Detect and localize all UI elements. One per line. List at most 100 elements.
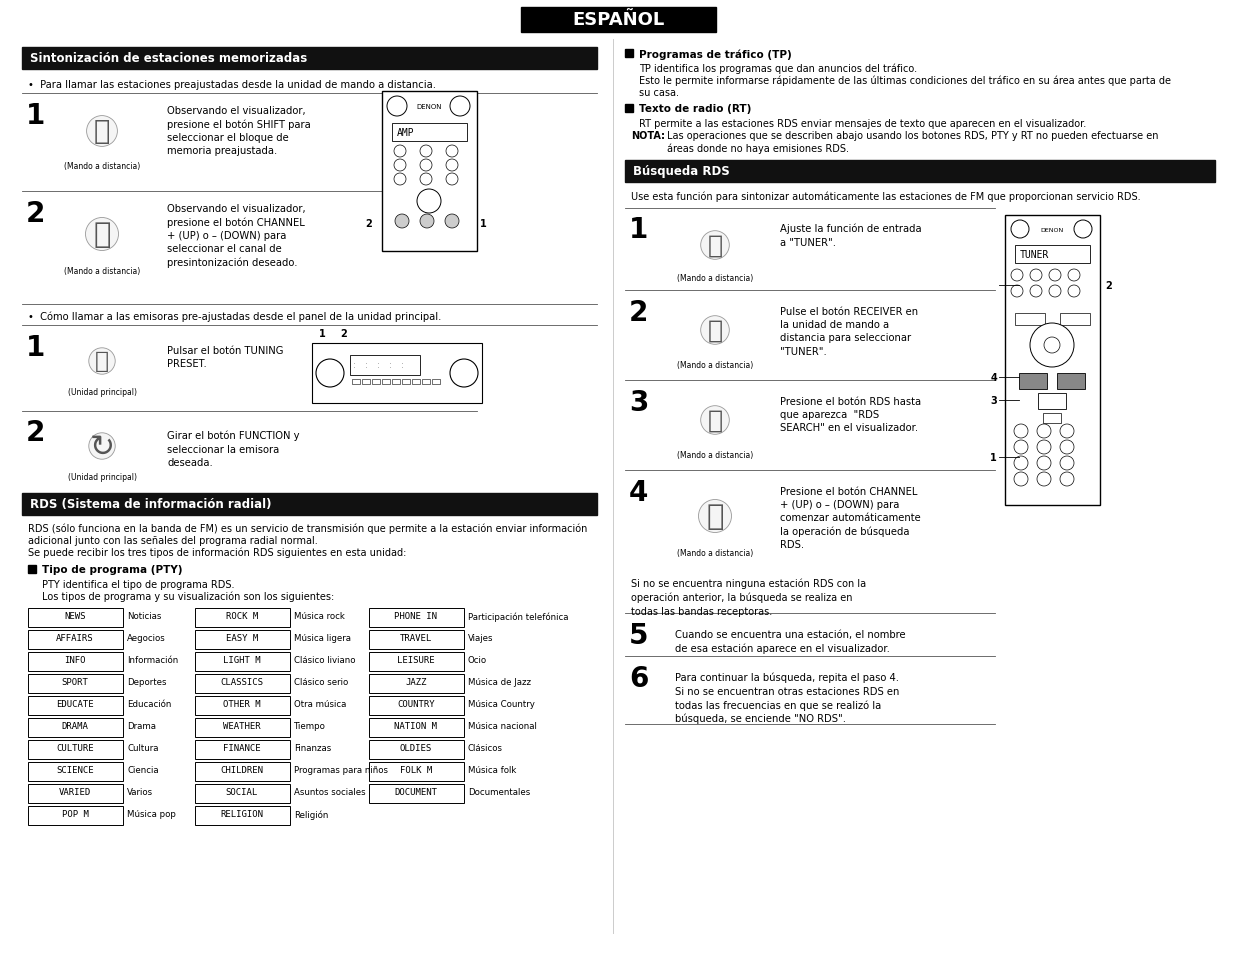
Bar: [382, 379, 390, 385]
Circle shape: [1011, 270, 1023, 282]
Text: ✋: ✋: [94, 119, 110, 145]
Bar: [28, 697, 122, 716]
Text: Ocio: Ocio: [468, 656, 487, 665]
Text: Música pop: Música pop: [127, 810, 176, 819]
Text: 3: 3: [991, 395, 997, 406]
Bar: [432, 379, 440, 385]
Bar: [382, 91, 477, 252]
Circle shape: [1030, 270, 1042, 282]
Bar: [1043, 414, 1061, 423]
Text: DOCUMENT: DOCUMENT: [395, 788, 438, 797]
Circle shape: [450, 359, 477, 388]
Circle shape: [1044, 337, 1060, 354]
Circle shape: [85, 218, 119, 252]
Text: RDS (sólo funciona en la banda de FM) es un servicio de transmisión que permite : RDS (sólo funciona en la banda de FM) es…: [28, 523, 588, 534]
Bar: [195, 784, 289, 803]
Bar: [422, 379, 430, 385]
Text: 5: 5: [628, 621, 648, 649]
Text: Música nacional: Música nacional: [468, 721, 537, 731]
Bar: [1016, 314, 1045, 326]
Text: Sintonización de estaciones memorizadas: Sintonización de estaciones memorizadas: [30, 52, 307, 66]
Bar: [412, 379, 421, 385]
Text: :: :: [401, 361, 403, 370]
Bar: [625, 50, 633, 58]
Text: ✋: ✋: [93, 221, 111, 249]
Text: ESPAÑOL: ESPAÑOL: [571, 11, 664, 29]
Text: 1: 1: [319, 329, 325, 338]
Circle shape: [1014, 456, 1028, 471]
Circle shape: [447, 173, 458, 186]
Bar: [195, 630, 289, 649]
Circle shape: [700, 232, 730, 260]
Text: Programas para niños: Programas para niños: [294, 765, 388, 775]
Bar: [312, 344, 482, 403]
Text: 4: 4: [628, 478, 648, 506]
Text: Programas de tráfico (TP): Programas de tráfico (TP): [640, 49, 792, 59]
Text: NATION M: NATION M: [395, 721, 438, 731]
Bar: [28, 762, 122, 781]
Circle shape: [315, 359, 344, 388]
Text: Observando el visualizador,
presione el botón SHIFT para
seleccionar el bloque d: Observando el visualizador, presione el …: [167, 106, 310, 156]
Text: Esto le permite informarse rápidamente de las últimas condiciones del tráfico en: Esto le permite informarse rápidamente d…: [640, 76, 1171, 87]
Circle shape: [1011, 286, 1023, 297]
Text: SCIENCE: SCIENCE: [56, 765, 94, 775]
Text: SOCIAL: SOCIAL: [226, 788, 259, 797]
Text: ✋: ✋: [708, 409, 722, 433]
Text: 2: 2: [26, 200, 46, 228]
Text: Texto de radio (RT): Texto de radio (RT): [640, 104, 751, 113]
Text: Cuando se encuentra una estación, el nombre
de esa estación aparece en el visual: Cuando se encuentra una estación, el nom…: [675, 629, 905, 653]
Circle shape: [417, 190, 442, 213]
Text: Música Country: Música Country: [468, 700, 534, 709]
Text: (Mando a distancia): (Mando a distancia): [677, 360, 753, 370]
Text: AFFAIRS: AFFAIRS: [56, 634, 94, 643]
Text: POP M: POP M: [62, 810, 88, 819]
Circle shape: [395, 173, 406, 186]
Text: Si no se encuentra ninguna estación RDS con la
operación anterior, la búsqueda s: Si no se encuentra ninguna estación RDS …: [631, 578, 866, 616]
Bar: [362, 379, 370, 385]
Text: Música rock: Música rock: [294, 612, 345, 620]
Text: •  Para llamar las estaciones preajustadas desde la unidad de mando a distancia.: • Para llamar las estaciones preajustada…: [28, 80, 435, 90]
Circle shape: [700, 406, 730, 435]
Text: VARIED: VARIED: [59, 788, 92, 797]
Circle shape: [1074, 221, 1092, 239]
Bar: [195, 697, 289, 716]
Text: su casa.: su casa.: [640, 88, 679, 98]
Text: Ciencia: Ciencia: [127, 765, 158, 775]
Bar: [28, 740, 122, 760]
Text: 4: 4: [991, 373, 997, 382]
Text: :: :: [376, 361, 380, 370]
Bar: [195, 719, 289, 738]
Text: INFO: INFO: [64, 656, 85, 665]
Circle shape: [1014, 440, 1028, 455]
Text: JAZZ: JAZZ: [406, 678, 427, 687]
Text: NEWS: NEWS: [64, 612, 85, 620]
Text: Los tipos de programa y su visualización son los siguientes:: Los tipos de programa y su visualización…: [42, 592, 334, 602]
Text: (Mando a distancia): (Mando a distancia): [677, 274, 753, 283]
Text: Clásico serio: Clásico serio: [294, 678, 349, 687]
Bar: [392, 124, 468, 142]
Text: Música de Jazz: Música de Jazz: [468, 678, 531, 687]
Text: Para continuar la búsqueda, repita el paso 4.
Si no se encuentran otras estacion: Para continuar la búsqueda, repita el pa…: [675, 672, 899, 723]
Text: 1: 1: [26, 102, 46, 130]
Bar: [28, 784, 122, 803]
Circle shape: [1060, 456, 1074, 471]
Bar: [521, 8, 716, 33]
Text: EASY M: EASY M: [226, 634, 259, 643]
Circle shape: [1037, 424, 1051, 438]
Bar: [369, 630, 464, 649]
Circle shape: [1060, 473, 1074, 486]
Circle shape: [421, 173, 432, 186]
Bar: [195, 652, 289, 671]
Text: FOLK M: FOLK M: [400, 765, 432, 775]
Text: Las operaciones que se describen abajo usando los botones RDS, PTY y RT no puede: Las operaciones que se describen abajo u…: [667, 131, 1159, 141]
Text: Documentales: Documentales: [468, 788, 531, 797]
Circle shape: [699, 500, 731, 533]
Bar: [369, 719, 464, 738]
Bar: [195, 806, 289, 825]
Text: •  Cómo llamar a las emisoras pre-ajustadas desde el panel de la unidad principa: • Cómo llamar a las emisoras pre-ajustad…: [28, 312, 442, 322]
Text: Finanzas: Finanzas: [294, 743, 332, 753]
Text: Información: Información: [127, 656, 178, 665]
Text: :: :: [353, 361, 355, 370]
Text: Asuntos sociales: Asuntos sociales: [294, 788, 366, 797]
Circle shape: [1049, 270, 1061, 282]
